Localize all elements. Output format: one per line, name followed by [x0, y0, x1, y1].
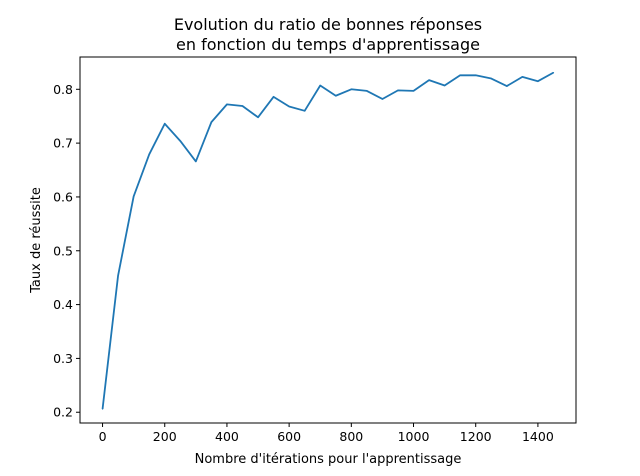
data-point	[319, 84, 321, 87]
data-point	[381, 98, 384, 100]
data-point	[335, 95, 337, 97]
y-tick-label: 0.7	[53, 136, 73, 151]
y-tick-label: 0.5	[53, 243, 73, 258]
y-tick-label: 0.8	[53, 82, 73, 97]
data-point	[521, 76, 523, 78]
data-point	[475, 74, 477, 76]
data-point	[459, 74, 461, 76]
x-tick-label: 200	[153, 429, 177, 444]
plot-frame	[79, 56, 577, 424]
chart-title-line-1: Evolution du ratio de bonnes réponses	[174, 15, 482, 34]
y-tick-label: 0.2	[53, 405, 73, 420]
x-tick-label: 800	[339, 429, 363, 444]
data-point	[428, 79, 430, 81]
data-point	[537, 80, 539, 82]
data-point	[195, 160, 197, 163]
data-point	[350, 88, 352, 90]
data-point	[257, 116, 259, 118]
data-point	[133, 195, 135, 198]
data-point	[210, 121, 212, 123]
data-point	[444, 84, 446, 87]
data-point	[366, 90, 368, 92]
y-tick-label: 0.6	[53, 189, 73, 204]
y-tick-label: 0.4	[53, 297, 73, 312]
x-tick-label: 1000	[398, 429, 430, 444]
x-tick-label: 0	[99, 429, 107, 444]
data-point	[101, 408, 104, 410]
axis-ticks: 0 200 400 600 800 1000 1200 1400 0.2 0.3 0.4 0.5 0.6…	[53, 82, 554, 444]
data-point	[241, 105, 244, 107]
data-point	[226, 103, 228, 105]
data-point	[117, 274, 119, 277]
data-point	[506, 85, 508, 87]
data-point	[552, 72, 555, 74]
chart-title-line-2: en fonction du temps d'apprentissage	[176, 35, 480, 54]
data-point	[179, 140, 181, 142]
x-axis-label: Nombre d'itérations pour l'apprentissage	[195, 452, 462, 467]
y-tick-label: 0.3	[53, 351, 73, 366]
series-layer	[101, 71, 555, 410]
data-point	[412, 90, 415, 92]
y-axis-label: Taux de réussite	[29, 187, 44, 294]
data-point	[490, 77, 492, 80]
data-point	[304, 110, 306, 112]
data-point	[397, 89, 399, 91]
data-point	[148, 153, 150, 156]
x-tick-label: 1200	[460, 429, 492, 444]
x-tick-label: 600	[277, 429, 301, 444]
data-point	[288, 105, 290, 108]
x-tick-label: 400	[215, 429, 239, 444]
x-tick-label: 1400	[522, 429, 554, 444]
series-line	[101, 71, 554, 410]
data-point	[272, 96, 275, 98]
data-point	[164, 123, 166, 125]
